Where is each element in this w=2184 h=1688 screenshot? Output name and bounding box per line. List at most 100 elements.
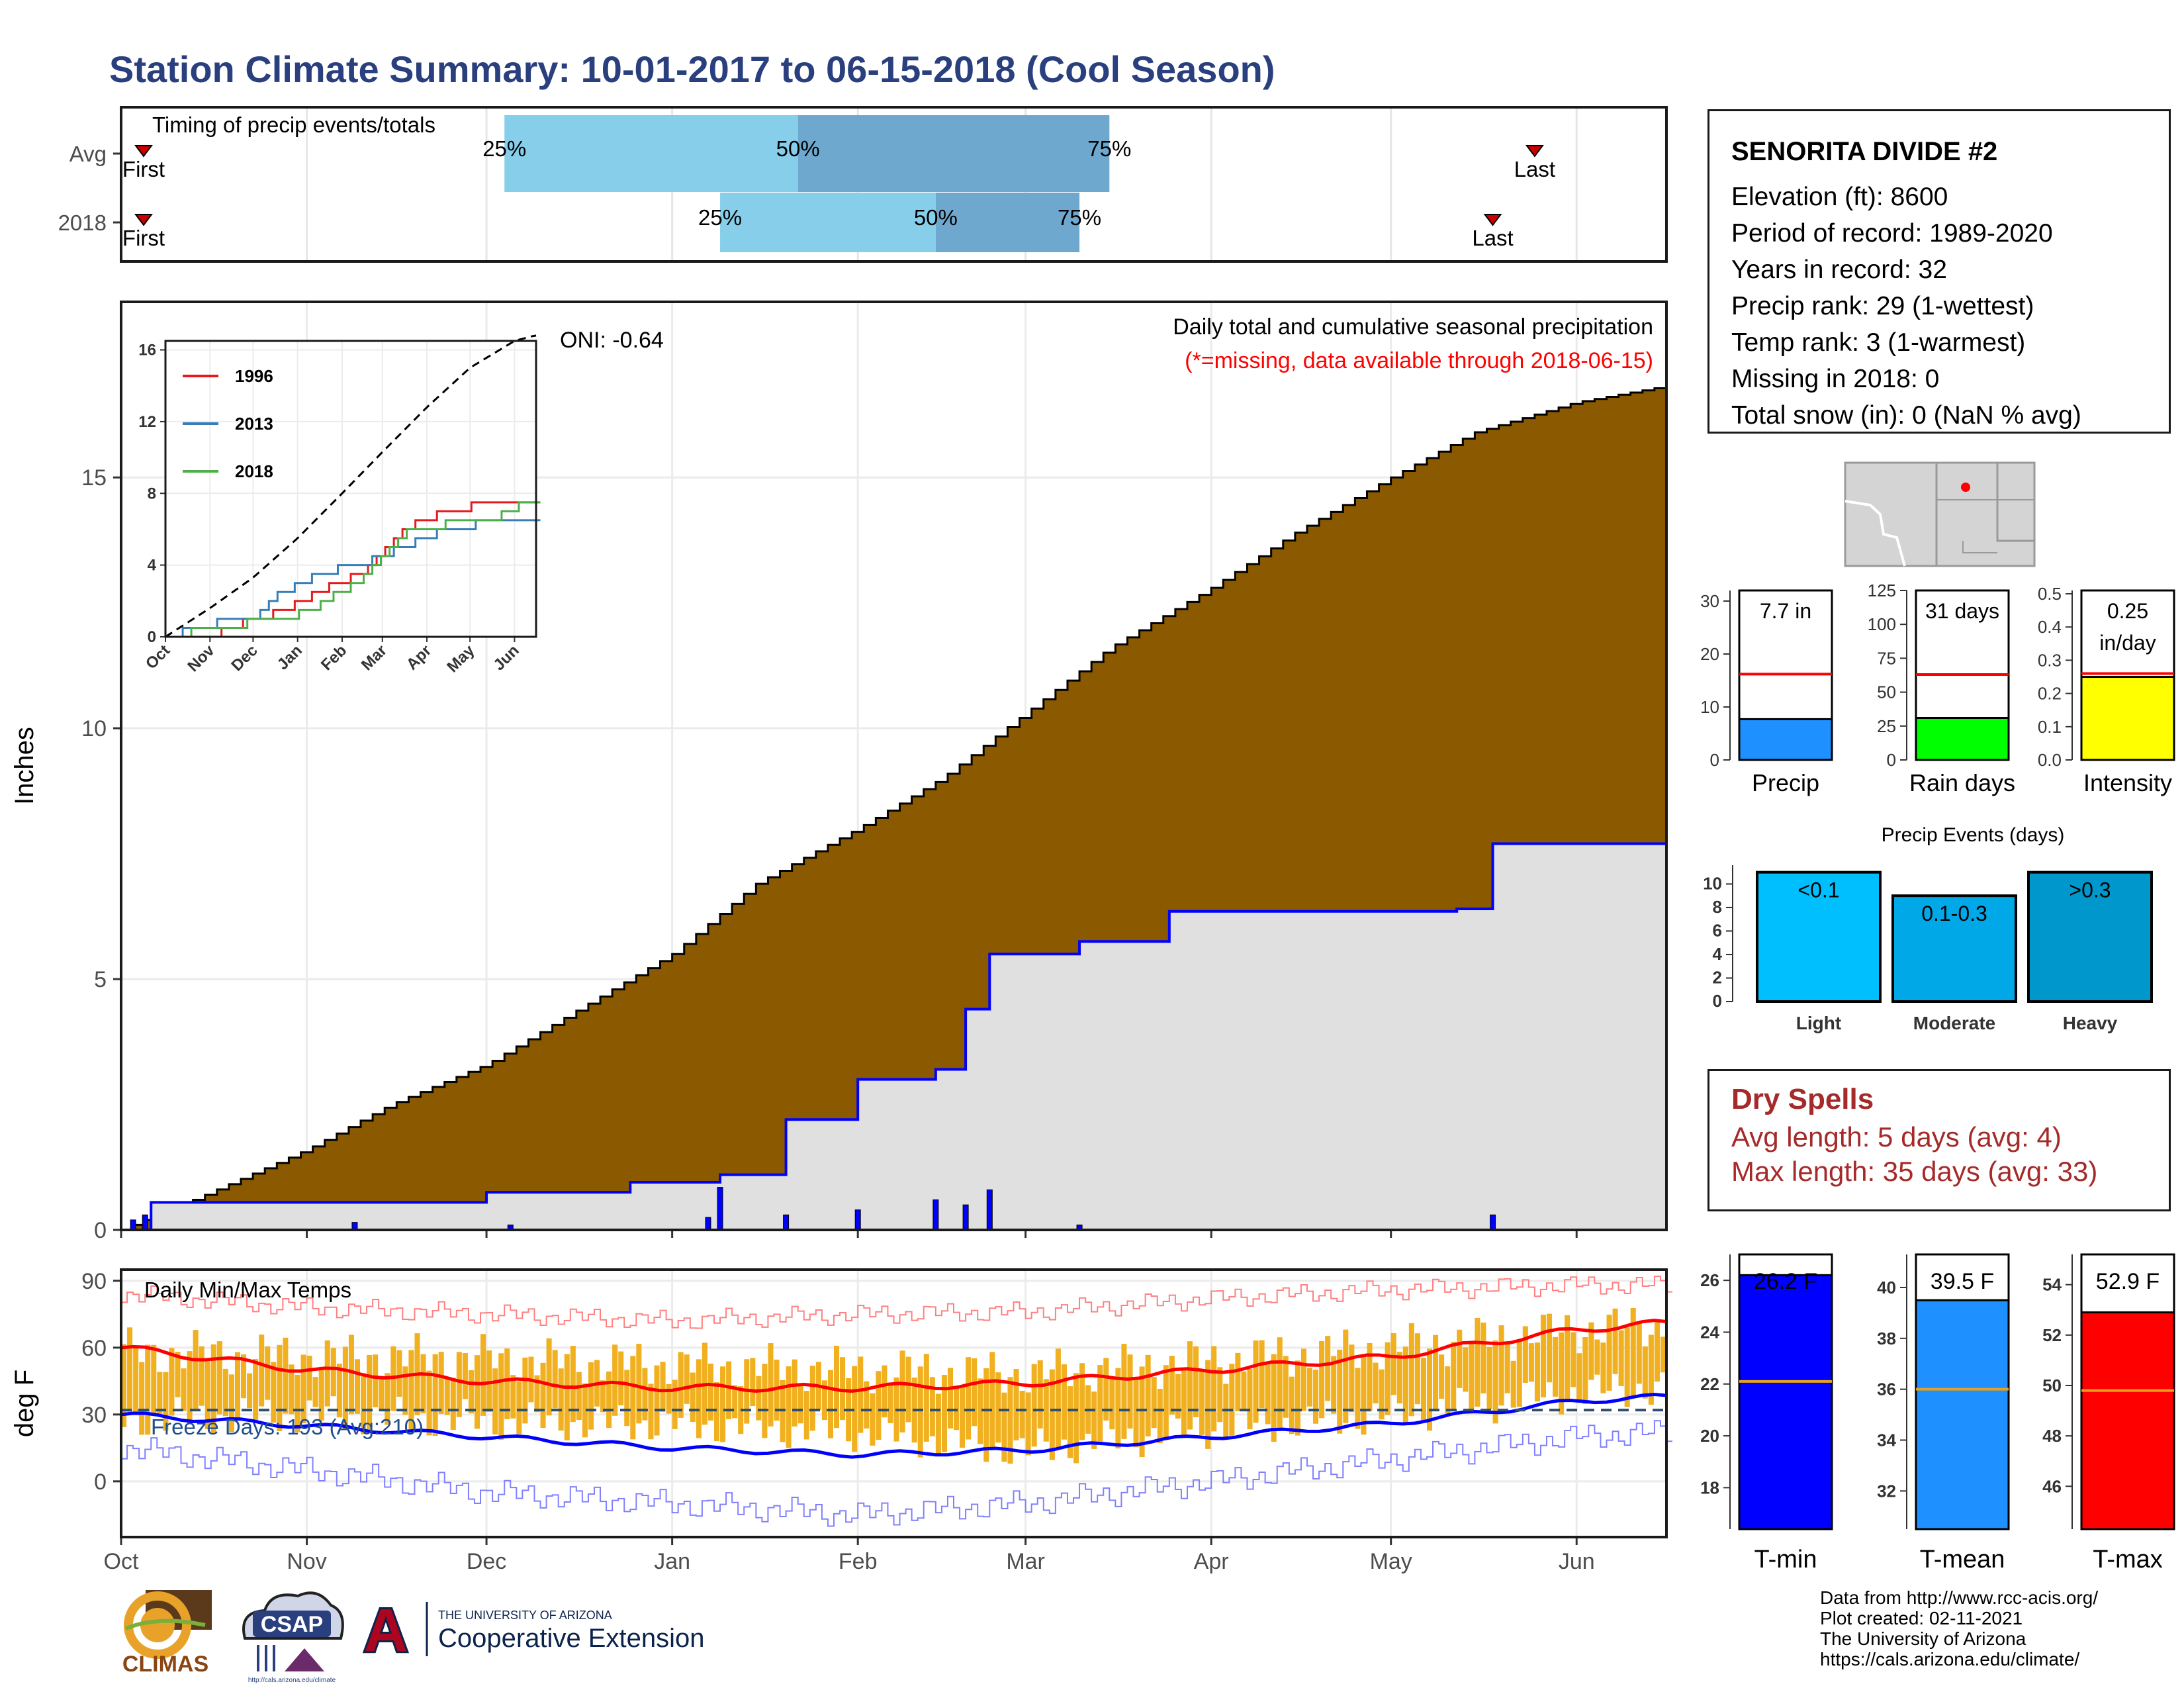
map-border-west <box>1844 500 1906 567</box>
precip-ylabel: Inches <box>10 727 39 805</box>
temp-daily-bar <box>762 1364 768 1438</box>
dry-spells-box: Dry Spells Avg length: 5 days (avg: 4) M… <box>1707 1069 2171 1211</box>
temp-daily-bar <box>887 1384 893 1423</box>
temp-daily-bar <box>972 1358 978 1427</box>
temp-daily-bar <box>876 1371 882 1440</box>
temp-daily-bar <box>1241 1371 1247 1411</box>
temp-daily-bar <box>600 1380 606 1413</box>
temp-daily-bar <box>1037 1360 1043 1429</box>
footer-url: https://cals.arizona.edu/climate/ <box>1820 1649 2080 1669</box>
map-region <box>1844 461 2036 567</box>
temp-daily-bar <box>1067 1386 1073 1458</box>
temp-daily-bar <box>1013 1369 1019 1440</box>
temp-daily-bar <box>1492 1340 1498 1424</box>
temp-daily-bar <box>1229 1364 1235 1436</box>
temp-daily-bar <box>522 1357 528 1424</box>
temp-daily-bar <box>935 1393 941 1455</box>
temp-daily-bar <box>660 1362 666 1412</box>
timing-first-label: First <box>122 157 165 181</box>
temp-daily-bar <box>1612 1308 1618 1374</box>
temp-daily-bar <box>774 1359 780 1421</box>
temp-daily-bar <box>1528 1343 1534 1382</box>
temp-daily-bar <box>474 1355 480 1429</box>
temp-daily-bar <box>199 1346 205 1406</box>
temp-daily-bar <box>947 1368 954 1429</box>
temp-daily-bar <box>1534 1342 1540 1402</box>
temp-daily-bar <box>1349 1344 1355 1413</box>
temp-daily-bar <box>379 1378 385 1411</box>
temp-daily-bar <box>1648 1335 1654 1405</box>
temp-daily-bar <box>1283 1356 1289 1418</box>
temp-daily-bar <box>175 1352 181 1397</box>
temp-daily-bar <box>1163 1365 1169 1438</box>
temp-daily-bar <box>941 1375 947 1452</box>
temp-daily-bar <box>277 1344 283 1431</box>
temp-daily-bar <box>426 1370 432 1436</box>
temp-daily-bar <box>1181 1368 1187 1438</box>
mini-ytick-label: 75 <box>1877 648 1896 668</box>
temp-daily-bar <box>582 1383 588 1438</box>
inset-legend-label: 2013 <box>235 414 273 434</box>
temp-daily-bar <box>271 1362 277 1423</box>
temp-daily-bar <box>1331 1356 1337 1414</box>
timing-label-25: 25% <box>482 136 526 161</box>
page-title: Station Climate Summary: 10-01-2017 to 0… <box>109 48 1275 90</box>
temp-daily-bar <box>576 1372 582 1421</box>
temp-daily-bar <box>133 1348 139 1412</box>
ua-logo-small-text: THE UNIVERSITY OF ARIZONA <box>438 1609 612 1622</box>
temp-daily-bar <box>1115 1368 1121 1449</box>
temp-daily-bar <box>720 1366 726 1442</box>
temp-daily-bar <box>348 1335 354 1415</box>
mini-ytick-label: 0.0 <box>2038 750 2062 770</box>
events-ytick-label: 6 <box>1713 920 1722 940</box>
mini-ytick-label: 20 <box>1700 1426 1719 1446</box>
temp-daily-bar <box>786 1366 792 1448</box>
mini-category-label: T-min <box>1754 1546 1817 1573</box>
mini-ytick-label: 26 <box>1700 1270 1719 1290</box>
temp-daily-bar <box>295 1374 300 1432</box>
temp-daily-bar <box>666 1383 672 1414</box>
mini-category-label: T-mean <box>1920 1546 2005 1573</box>
timing-last-label: Last <box>1472 226 1513 250</box>
temp-daily-bar <box>732 1385 738 1419</box>
temp-daily-bar <box>241 1354 247 1399</box>
daily-precip-bar <box>142 1214 148 1231</box>
timing-last-marker <box>1483 214 1502 226</box>
mini-value-label: 7.7 in <box>1760 599 1811 623</box>
temp-daily-bar <box>1265 1362 1271 1425</box>
timing-label-25: 25% <box>698 205 742 230</box>
temp-daily-bar <box>1025 1392 1031 1456</box>
month-tick-label: Jan <box>654 1549 690 1574</box>
freeze-days-label: Freeze Days: 193 (Avg:210) <box>151 1415 424 1439</box>
temp-daily-bar <box>713 1382 720 1442</box>
timing-panel: 25% 50% 75% First Last Avg 25% 50% 75% First Last 2… <box>58 106 1668 263</box>
temp-daily-bar <box>1019 1391 1025 1438</box>
temp-daily-bar <box>1151 1377 1157 1429</box>
precip-events-chart: Precip Events (days) 0 2 4 6 8 10 <0.1 Light 0.1-… <box>1703 824 2153 1033</box>
temp-daily-bar <box>438 1352 444 1414</box>
mini-ytick-label: 25 <box>1877 716 1896 736</box>
mini-ytick-label: 0 <box>1887 750 1896 770</box>
temp-daily-bar <box>588 1362 594 1430</box>
events-bar-label: >0.3 <box>2069 878 2111 902</box>
events-bar-label: <0.1 <box>1797 878 1839 902</box>
temp-daily-bar <box>1480 1322 1486 1393</box>
mini-value-label: 31 days <box>1925 599 1999 623</box>
temp-daily-bar <box>1007 1377 1013 1464</box>
daily-precip-bar <box>717 1187 723 1231</box>
events-ytick-label: 8 <box>1713 897 1722 917</box>
mini-ytick-label: 54 <box>2042 1275 2062 1295</box>
temp-daily-bar <box>995 1372 1001 1443</box>
climas-logo-swoosh <box>124 1618 206 1630</box>
temp-daily-bar <box>905 1356 911 1423</box>
temp-daily-bar <box>1109 1376 1115 1430</box>
temp-daily-bar <box>1295 1360 1300 1436</box>
temp-daily-bar <box>882 1365 887 1418</box>
temp-daily-bar <box>1516 1340 1522 1407</box>
inset-legend-label: 2018 <box>235 461 273 481</box>
mini-ytick-label: 30 <box>1700 591 1719 611</box>
temp-daily-bar <box>1469 1344 1475 1413</box>
temp-daily-bar <box>510 1375 516 1419</box>
daily-precip-bar <box>705 1217 711 1231</box>
temp-daily-bar <box>1636 1322 1642 1384</box>
